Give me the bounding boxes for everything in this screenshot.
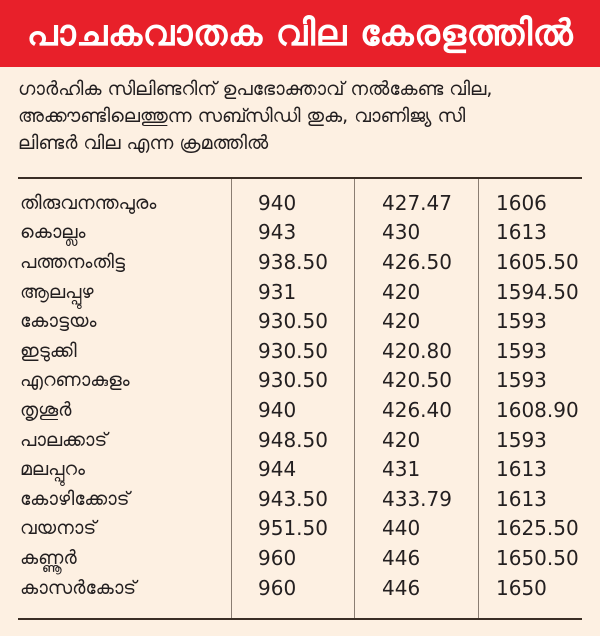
title-bar: പാചകവാതക വില കേരളത്തിൽ xyxy=(0,0,600,67)
commercial-price: 1605.50 xyxy=(496,249,579,274)
table-row: പത്തനംതിട്ട 938.50 426.50 1605.50 xyxy=(18,247,582,277)
table-row: തൃശൂർ 940 426.40 1608.90 xyxy=(18,395,582,425)
domestic-price: 930.50 xyxy=(258,309,328,334)
subsidy-amount: 427.47 xyxy=(382,190,452,215)
commercial-price: 1650.50 xyxy=(496,545,579,570)
price-table: തിരുവനന്തപുരം 940 427.47 1606 കൊല്ലം 943… xyxy=(18,177,582,620)
domestic-price: 943.50 xyxy=(258,486,328,511)
domestic-price: 940 xyxy=(258,397,297,422)
table-row: ഇടുക്കി 930.50 420.80 1593 xyxy=(18,336,582,366)
district-name: കൊല്ലം xyxy=(20,221,86,244)
district-name: കോട്ടയം xyxy=(20,310,97,333)
domestic-price: 944 xyxy=(258,457,297,482)
column-divider xyxy=(354,179,355,618)
district-name: മലപ്പുറം xyxy=(20,458,85,481)
table-row: എറണാകുളം 930.50 420.50 1593 xyxy=(18,366,582,396)
table-row: തിരുവനന്തപുരം 940 427.47 1606 xyxy=(18,188,582,218)
subsidy-amount: 420 xyxy=(382,279,421,304)
subsidy-amount: 430 xyxy=(382,220,421,245)
district-name: ഇടുക്കി xyxy=(20,339,77,362)
commercial-price: 1613 xyxy=(496,220,547,245)
column-divider xyxy=(231,179,232,618)
table-row: പാലക്കാട് 948.50 420 1593 xyxy=(18,425,582,455)
subtitle-line: ലിണ്ടർ വില എന്ന ക്രമത്തിൽ xyxy=(18,132,269,154)
commercial-price: 1613 xyxy=(496,486,547,511)
commercial-price: 1650 xyxy=(496,575,547,600)
page-title: പാചകവാതക വില കേരളത്തിൽ xyxy=(26,12,574,54)
table-row: ആലപ്പുഴ 931 420 1594.50 xyxy=(18,277,582,307)
district-name: പത്തനംതിട്ട xyxy=(20,250,125,273)
subsidy-amount: 433.79 xyxy=(382,486,452,511)
subsidy-amount: 426.40 xyxy=(382,397,452,422)
table-row: വയനാട് 951.50 440 1625.50 xyxy=(18,514,582,544)
domestic-price: 951.50 xyxy=(258,516,328,541)
domestic-price: 948.50 xyxy=(258,427,328,452)
commercial-price: 1593 xyxy=(496,368,547,393)
table-body: തിരുവനന്തപുരം 940 427.47 1606 കൊല്ലം 943… xyxy=(18,188,582,602)
subsidy-amount: 446 xyxy=(382,545,421,570)
domestic-price: 960 xyxy=(258,575,297,600)
commercial-price: 1593 xyxy=(496,309,547,334)
domestic-price: 931 xyxy=(258,279,297,304)
table-row: കൊല്ലം 943 430 1613 xyxy=(18,218,582,248)
domestic-price: 940 xyxy=(258,190,297,215)
subsidy-amount: 440 xyxy=(382,516,421,541)
domestic-price: 943 xyxy=(258,220,297,245)
domestic-price: 930.50 xyxy=(258,368,328,393)
commercial-price: 1593 xyxy=(496,427,547,452)
table-row: കോട്ടയം 930.50 420 1593 xyxy=(18,306,582,336)
domestic-price: 960 xyxy=(258,545,297,570)
district-name: പാലക്കാട് xyxy=(20,428,108,451)
subsidy-amount: 420 xyxy=(382,427,421,452)
subsidy-amount: 426.50 xyxy=(382,249,452,274)
subsidy-amount: 420.50 xyxy=(382,368,452,393)
district-name: തിരുവനന്തപുരം xyxy=(20,191,157,214)
commercial-price: 1625.50 xyxy=(496,516,579,541)
table-row: കോഴിക്കോട് 943.50 433.79 1613 xyxy=(18,484,582,514)
commercial-price: 1613 xyxy=(496,457,547,482)
table-row: കണ്ണൂർ 960 446 1650.50 xyxy=(18,543,582,573)
district-name: കണ്ണൂർ xyxy=(20,546,77,569)
district-name: എറണാകുളം xyxy=(20,369,130,392)
table-row: കാസർകോട് 960 446 1650 xyxy=(18,573,582,603)
commercial-price: 1608.90 xyxy=(496,397,579,422)
subsidy-amount: 446 xyxy=(382,575,421,600)
district-name: വയനാട് xyxy=(20,517,97,540)
subtitle-line: അക്കൗണ്ടിലെത്തുന്ന സബ്സിഡി തുക, വാണിജ്യ … xyxy=(18,105,466,127)
table-row: മലപ്പുറം 944 431 1613 xyxy=(18,454,582,484)
district-name: തൃശൂർ xyxy=(20,398,72,421)
subtitle: ഗാർഹിക സിലിണ്ടറിന് ഉപഭോക്താവ് നൽകേണ്ട വി… xyxy=(18,76,588,157)
district-name: കോഴിക്കോട് xyxy=(20,487,130,510)
district-name: ആലപ്പുഴ xyxy=(20,280,94,303)
subsidy-amount: 420 xyxy=(382,309,421,334)
column-divider xyxy=(478,179,479,618)
subtitle-line: ഗാർഹിക സിലിണ്ടറിന് ഉപഭോക്താവ് നൽകേണ്ട വി… xyxy=(18,78,493,100)
subsidy-amount: 431 xyxy=(382,457,421,482)
domestic-price: 930.50 xyxy=(258,338,328,363)
domestic-price: 938.50 xyxy=(258,249,328,274)
commercial-price: 1593 xyxy=(496,338,547,363)
district-name: കാസർകോട് xyxy=(20,576,137,599)
commercial-price: 1606 xyxy=(496,190,547,215)
commercial-price: 1594.50 xyxy=(496,279,579,304)
subsidy-amount: 420.80 xyxy=(382,338,452,363)
